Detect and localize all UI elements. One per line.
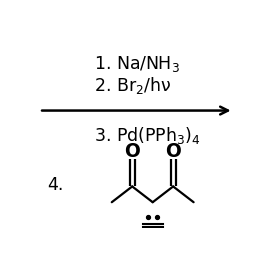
Text: O: O <box>124 142 140 161</box>
Text: O: O <box>165 142 181 161</box>
Text: 1. Na/NH$_3$: 1. Na/NH$_3$ <box>95 54 180 74</box>
Text: 4.: 4. <box>47 176 64 195</box>
Text: 2. Br$_2$/hν: 2. Br$_2$/hν <box>95 76 172 97</box>
Text: 3. Pd(PPh$_3$)$_4$: 3. Pd(PPh$_3$)$_4$ <box>95 125 201 146</box>
